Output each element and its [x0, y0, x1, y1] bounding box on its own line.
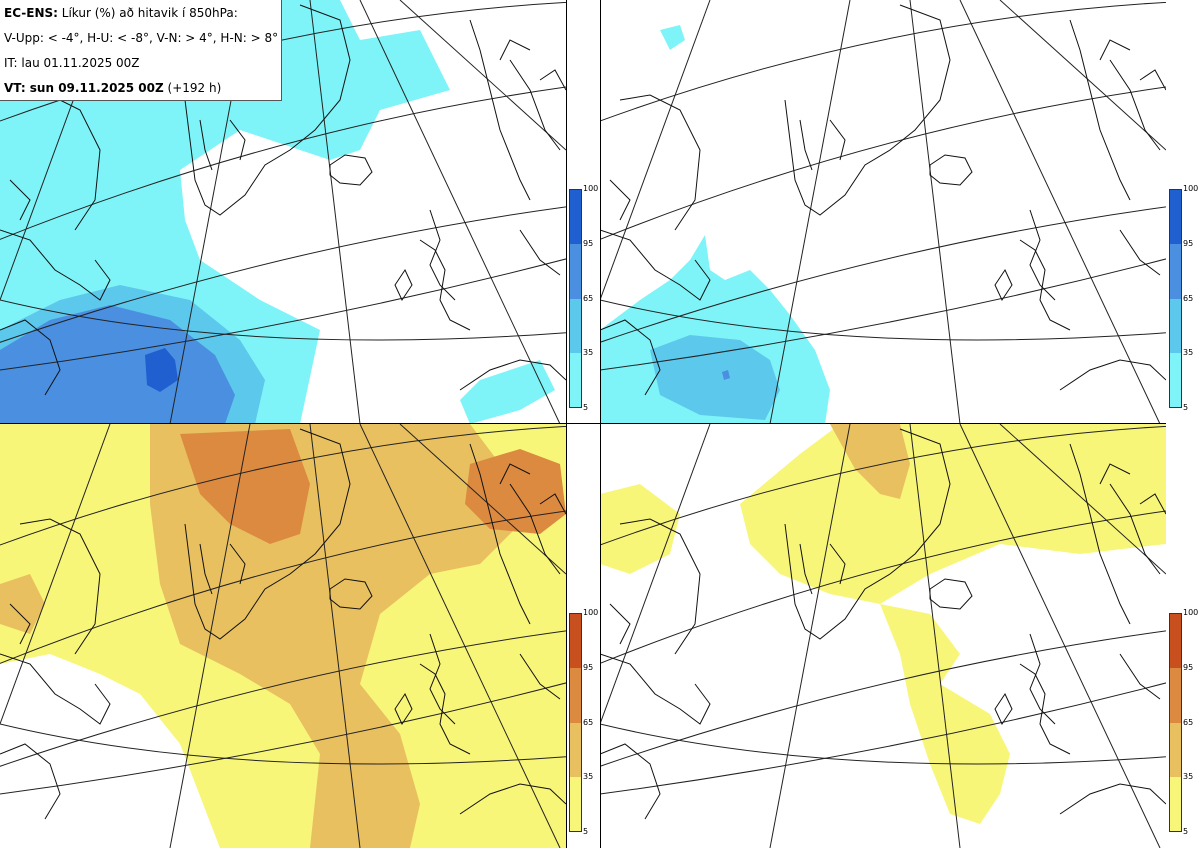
- colorbar-tick-35: 35: [1183, 772, 1194, 781]
- divider-left: [566, 0, 567, 848]
- colorbar-top-right: 100 95 65 35 5: [1169, 184, 1198, 412]
- colorbar-tick-65: 65: [583, 294, 594, 303]
- colorbar-tick-5: 5: [583, 403, 589, 412]
- colorbar-seg-35-65: [569, 723, 581, 777]
- prob-area-5b: [660, 25, 685, 50]
- colorbar-seg-5-35: [569, 353, 581, 408]
- prob-area-5c: [600, 484, 680, 574]
- prob-area-5b: [460, 360, 555, 424]
- colorbar-seg-95-100: [1169, 613, 1181, 668]
- colorbar-seg-5-35: [569, 777, 581, 832]
- colorbar-bottom-left: 100 95 65 35 5: [569, 608, 598, 836]
- colorbar-seg-95-100: [569, 189, 581, 244]
- colorbar-seg-65-95: [569, 668, 581, 723]
- map-top-right: [600, 0, 1166, 424]
- panel-legend-line: V-Upp: < -4°, H-U: < -8°, V-N: > 4°, H-N…: [4, 31, 279, 45]
- colorbar-tick-5: 5: [1183, 827, 1189, 836]
- valid-time-line: VT: sun 09.11.2025 00Z (+192 h): [4, 81, 221, 95]
- title-model: EC-ENS:: [4, 6, 58, 20]
- prob-area-35b: [0, 574, 45, 634]
- prob-area-65: [180, 429, 310, 544]
- prob-area-35: [650, 335, 780, 420]
- colorbar-tick-100: 100: [583, 608, 599, 617]
- valid-time-bold: VT: sun 09.11.2025 00Z: [4, 81, 164, 95]
- prob-area-65: [722, 370, 730, 380]
- colorbar-seg-95-100: [1169, 189, 1181, 244]
- initial-time-line: IT: lau 01.11.2025 00Z: [4, 56, 140, 70]
- divider-horizontal: [0, 423, 1166, 424]
- title-line: EC-ENS: Líkur (%) að hitavik í 850hPa:: [4, 6, 238, 20]
- prob-area-5b: [880, 604, 1010, 824]
- colorbar-tick-65: 65: [1183, 718, 1194, 727]
- colorbar-seg-65-95: [1169, 668, 1181, 723]
- prob-area-35: [830, 424, 910, 499]
- colorbar-tick-35: 35: [1183, 348, 1194, 357]
- colorbar-tick-100: 100: [1183, 608, 1199, 617]
- colorbar-tick-35: 35: [583, 348, 594, 357]
- colorbar-tick-95: 95: [1183, 239, 1194, 248]
- colorbar-seg-35-65: [1169, 723, 1181, 777]
- map-info-box: EC-ENS: Líkur (%) að hitavik í 850hPa: V…: [0, 0, 282, 101]
- colorbar-bottom-right: 100 95 65 35 5: [1169, 608, 1198, 836]
- colorbar-seg-5-35: [1169, 353, 1181, 408]
- title-description: Líkur (%) að hitavik í 850hPa:: [57, 6, 238, 20]
- colorbar-tick-65: 65: [1183, 294, 1194, 303]
- colorbar-seg-35-65: [569, 299, 581, 353]
- prob-area-65: [0, 305, 235, 424]
- panel-top-left-cold-v-upp: [0, 0, 566, 424]
- panel-bottom-right-warm-h-n: [600, 424, 1166, 848]
- colorbar-seg-65-95: [569, 244, 581, 299]
- colorbar-tick-100: 100: [1183, 184, 1199, 193]
- prob-area-5a: [740, 424, 1166, 604]
- valid-time-lead: (+192 h): [163, 81, 222, 95]
- colorbar-tick-5: 5: [583, 827, 589, 836]
- prob-area-95: [145, 348, 178, 392]
- divider-right: [600, 0, 601, 848]
- colorbar-tick-35: 35: [583, 772, 594, 781]
- colorbar-tick-65: 65: [583, 718, 594, 727]
- panel-bottom-left-warm-v-n: [0, 424, 566, 848]
- map-bottom-left: [0, 424, 566, 848]
- colorbar-seg-35-65: [1169, 299, 1181, 353]
- colorbar-tick-100: 100: [583, 184, 599, 193]
- colorbar-tick-95: 95: [583, 239, 594, 248]
- colorbar-seg-95-100: [569, 613, 581, 668]
- colorbar-tick-5: 5: [1183, 403, 1189, 412]
- colorbar-seg-5-35: [1169, 777, 1181, 832]
- map-bottom-right: [600, 424, 1166, 848]
- map-top-left: [0, 0, 566, 424]
- colorbar-seg-65-95: [1169, 244, 1181, 299]
- colorbar-top-left: 100 95 65 35 5: [569, 184, 598, 412]
- panel-top-right-cold-h-u: [600, 0, 1166, 424]
- colorbar-tick-95: 95: [1183, 663, 1194, 672]
- colorbar-tick-95: 95: [583, 663, 594, 672]
